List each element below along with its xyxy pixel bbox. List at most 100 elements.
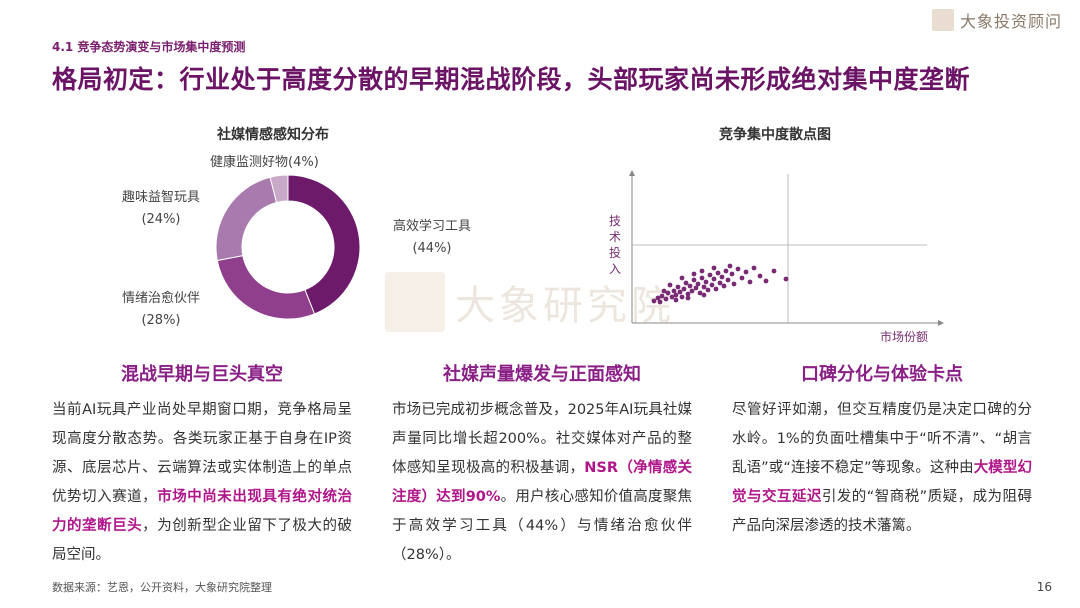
scatter-point (699, 268, 705, 274)
scatter-point (715, 270, 721, 276)
scatter-point (671, 288, 677, 294)
col2-heading: 社媒声量爆发与正面感知 (443, 364, 641, 385)
scatter-point (691, 277, 697, 283)
scatter-point (665, 290, 671, 296)
scatter-point (691, 271, 697, 277)
scatter-chart (629, 170, 944, 326)
scatter-point (689, 288, 695, 294)
y-axis-arrow-icon (629, 170, 635, 176)
scatter-point (701, 284, 707, 290)
scatter-point (721, 283, 727, 289)
scatter-point (763, 278, 769, 284)
scatter-point (705, 287, 711, 293)
scatter-point (699, 275, 705, 281)
label-learning: 高效学习工具 (44%) (382, 216, 482, 260)
scatter-point (679, 294, 685, 300)
col3-body: 尽管好评如潮，但交互精度仍是决定口碑的分水岭。1%的负面吐槽集中于“听不清”、“… (732, 396, 1032, 541)
slice-fun (215, 176, 278, 262)
highlight-text: 大模型幻觉与交互延迟 (732, 460, 1032, 505)
scatter-point (727, 263, 733, 269)
highlight-text: 市场中尚未出现具有绝对统治力的垄断巨头 (52, 489, 353, 534)
label-fun-name: 趣味益智玩具 (121, 190, 200, 205)
scatter-point (657, 299, 663, 305)
label-learning-pct: (44%) (412, 241, 452, 256)
scatter-point (711, 276, 717, 282)
brand-elephant-icon (931, 9, 954, 31)
scatter-point (667, 282, 673, 288)
scatter-title: 竞争集中度散点图 (719, 127, 831, 143)
scatter-point (717, 280, 723, 286)
scatter-point (757, 273, 763, 279)
col1-body: 当前AI玩具产业尚处早期窗口期，竞争格局呈现高度分散态势。各类玩家正基于自身在I… (52, 396, 352, 570)
slice-health (269, 174, 289, 204)
brand-logo-block: 大象投资顾问 (931, 8, 1062, 32)
scatter-point (687, 283, 693, 289)
scatter-point (685, 295, 691, 301)
col2-body: 市场已完成初步概念普及，2025年AI玩具社媒声量同比增长超200%。社交媒体对… (392, 396, 692, 570)
scatter-point (673, 297, 679, 303)
body-segment: 引发的“智商税”质疑，成为阻碍产品向深层渗透的技术藩篱。 (732, 489, 1032, 534)
scatter-point (655, 295, 661, 301)
data-source: 数据来源：艺恩，公开资料，大象研究院整理 (52, 581, 272, 594)
watermark-text: 大象研究院 (455, 283, 675, 329)
donut-chart (215, 174, 361, 320)
label-health: 健康监测好物(4%) (210, 155, 319, 170)
scatter-point (693, 285, 699, 291)
scatter-point (677, 289, 683, 295)
label-healing-pct: (28%) (141, 313, 181, 328)
scatter-point (719, 274, 725, 280)
watermark-elephant-icon (385, 272, 445, 332)
scatter-point (747, 279, 753, 285)
scatter-point (673, 292, 679, 298)
scatter-point (703, 279, 709, 285)
label-learning-name: 高效学习工具 (392, 219, 471, 234)
scatter-point (659, 293, 665, 299)
scatter-point (731, 281, 737, 287)
scatter-point (735, 266, 741, 272)
slice-healing (216, 255, 316, 320)
y-axis-label: 技术投入 (608, 214, 621, 276)
x-axis-arrow-icon (938, 320, 944, 326)
scatter-point (723, 268, 729, 274)
brand-name: 大象投资顾问 (959, 12, 1062, 31)
scatter-point (675, 284, 681, 290)
body-segment: 尽管好评如潮，但交互精度仍是决定口碑的分水岭。1%的负面吐槽集中于“听不清”、“… (732, 402, 1032, 476)
slice-learning (287, 174, 361, 315)
scatter-point (683, 280, 689, 286)
watermark: 大象研究院 (385, 272, 675, 332)
label-healing-name: 情绪治愈伙伴 (121, 291, 200, 306)
scatter-point (695, 281, 701, 287)
scatter-point (725, 277, 731, 283)
body-segment: 市场已完成初步概念普及，2025年AI玩具社媒声量同比增长超200%。社交媒体对… (392, 402, 692, 476)
scatter-point (679, 275, 685, 281)
page-number: 16 (1036, 580, 1052, 594)
scatter-point (711, 265, 717, 271)
body-segment: 。用户核心感知价值高度聚焦于高效学习工具（44%）与情绪治愈伙伴（28%）。 (392, 489, 692, 563)
scatter-point (729, 271, 735, 277)
label-fun-pct: (24%) (141, 212, 181, 227)
scatter-point (707, 272, 713, 278)
scatter-point (669, 294, 675, 300)
scatter-point (661, 288, 667, 294)
scatter-point (713, 286, 719, 292)
scatter-point (663, 296, 669, 302)
scatter-point (783, 276, 789, 282)
scatter-point (743, 269, 749, 275)
scatter-point (751, 265, 757, 271)
highlight-text: NSR（净情感关注度）达到90% (392, 460, 692, 505)
body-segment: 当前AI玩具产业尚处早期窗口期，竞争格局呈现高度分散态势。各类玩家正基于自身在I… (52, 402, 352, 505)
scatter-point (709, 282, 715, 288)
scatter-point (685, 291, 691, 297)
col1-heading: 混战早期与巨头真空 (121, 364, 283, 385)
page-title: 格局初定：行业处于高度分散的早期混战阶段，头部玩家尚未形成绝对集中度垄断 (52, 65, 971, 94)
scatter-point (739, 275, 745, 281)
scatter-point (697, 290, 703, 296)
scatter-point (701, 292, 707, 298)
x-axis-label: 市场份额 (880, 330, 929, 344)
scatter-point (771, 268, 777, 274)
scatter-point (651, 298, 657, 304)
label-healing: 情绪治愈伙伴 (28%) (110, 288, 212, 332)
label-fun: 趣味益智玩具 (24%) (110, 187, 212, 231)
scatter-point (681, 286, 687, 292)
donut-title: 社媒情感感知分布 (217, 127, 329, 143)
